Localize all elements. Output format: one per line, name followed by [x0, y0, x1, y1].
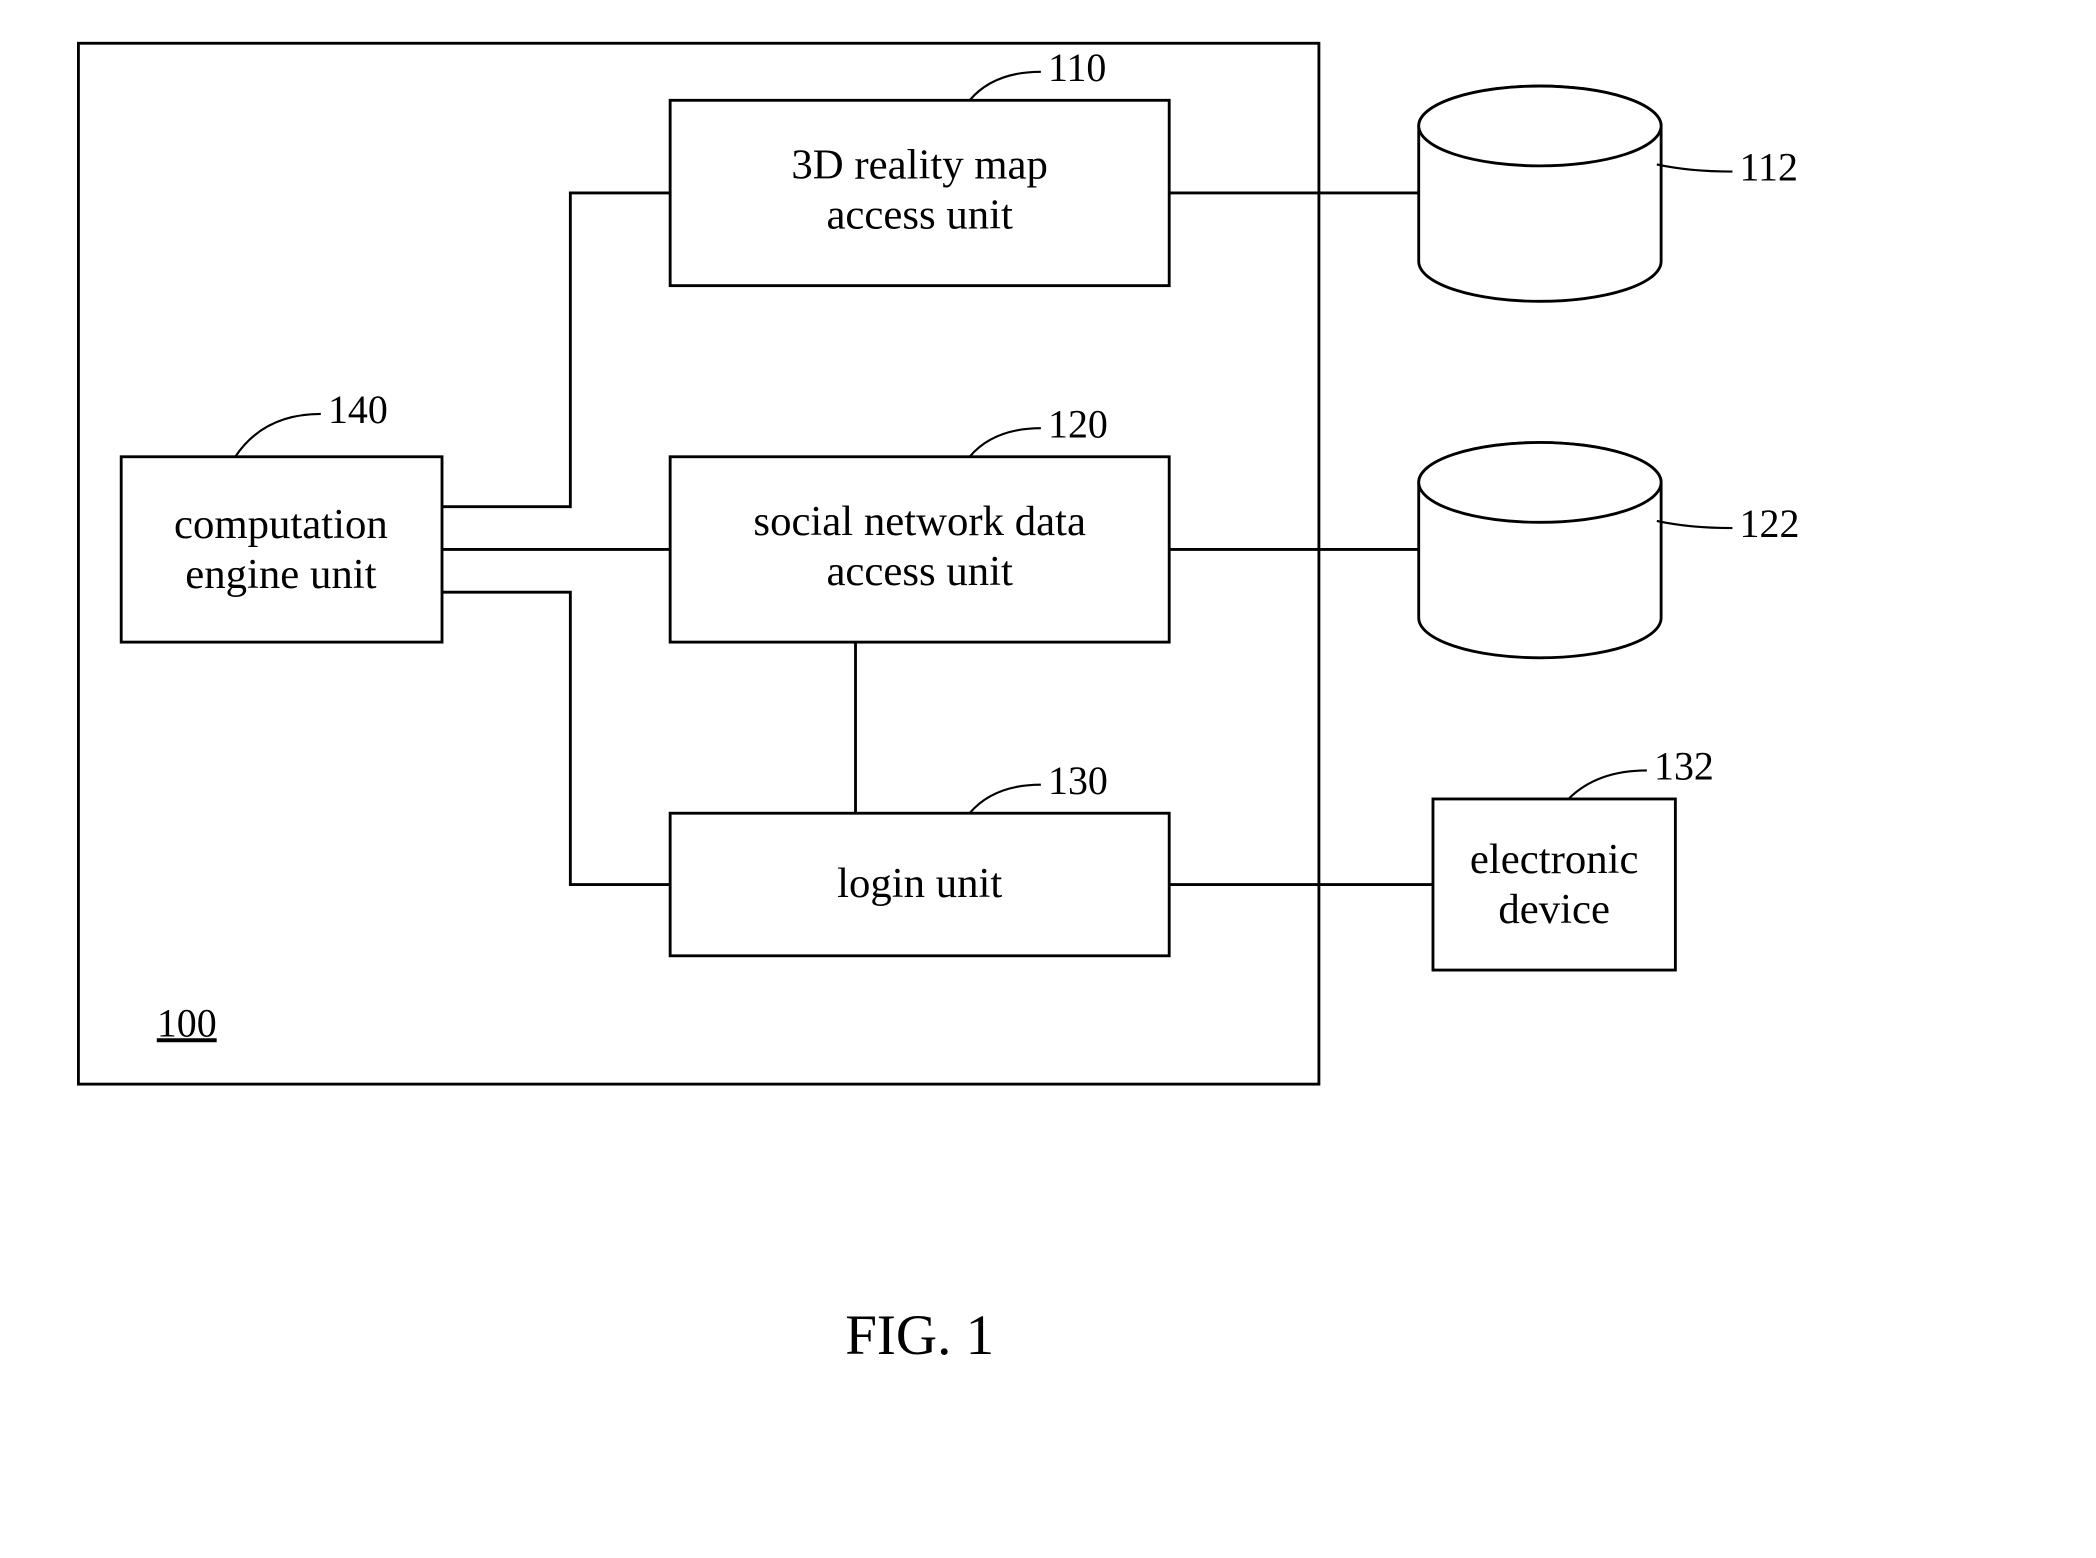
block-electronic-device	[1433, 799, 1675, 970]
leader-132	[1568, 770, 1646, 799]
label-edevice-l1: electronic	[1470, 836, 1639, 883]
ref-132: 132	[1654, 744, 1714, 789]
ref-100: 100	[157, 1000, 217, 1045]
ref-120: 120	[1048, 401, 1108, 446]
ref-112: 112	[1740, 145, 1798, 190]
ref-130: 130	[1048, 758, 1108, 803]
label-social-l2: access unit	[826, 548, 1013, 595]
ref-122: 122	[1740, 501, 1800, 546]
ref-110: 110	[1048, 45, 1106, 90]
label-edevice-l2: device	[1498, 886, 1610, 933]
label-3d-map-l2: access unit	[826, 191, 1013, 238]
block-computation-engine	[121, 457, 442, 642]
figure-caption: FIG. 1	[845, 1304, 994, 1367]
leader-122	[1657, 521, 1733, 528]
label-social-l1: social network data	[753, 498, 1086, 545]
database-122	[1419, 442, 1661, 657]
label-computation-engine-l1: computation	[174, 501, 388, 548]
database-112	[1419, 86, 1661, 301]
figure-diagram: 100 computation engine unit 140 3D reali…	[0, 0, 2096, 1558]
label-login: login unit	[837, 860, 1002, 907]
ref-140: 140	[328, 387, 388, 432]
leader-112	[1657, 164, 1733, 171]
label-3d-map-l1: 3D reality map	[791, 142, 1048, 189]
label-computation-engine-l2: engine unit	[185, 551, 376, 598]
